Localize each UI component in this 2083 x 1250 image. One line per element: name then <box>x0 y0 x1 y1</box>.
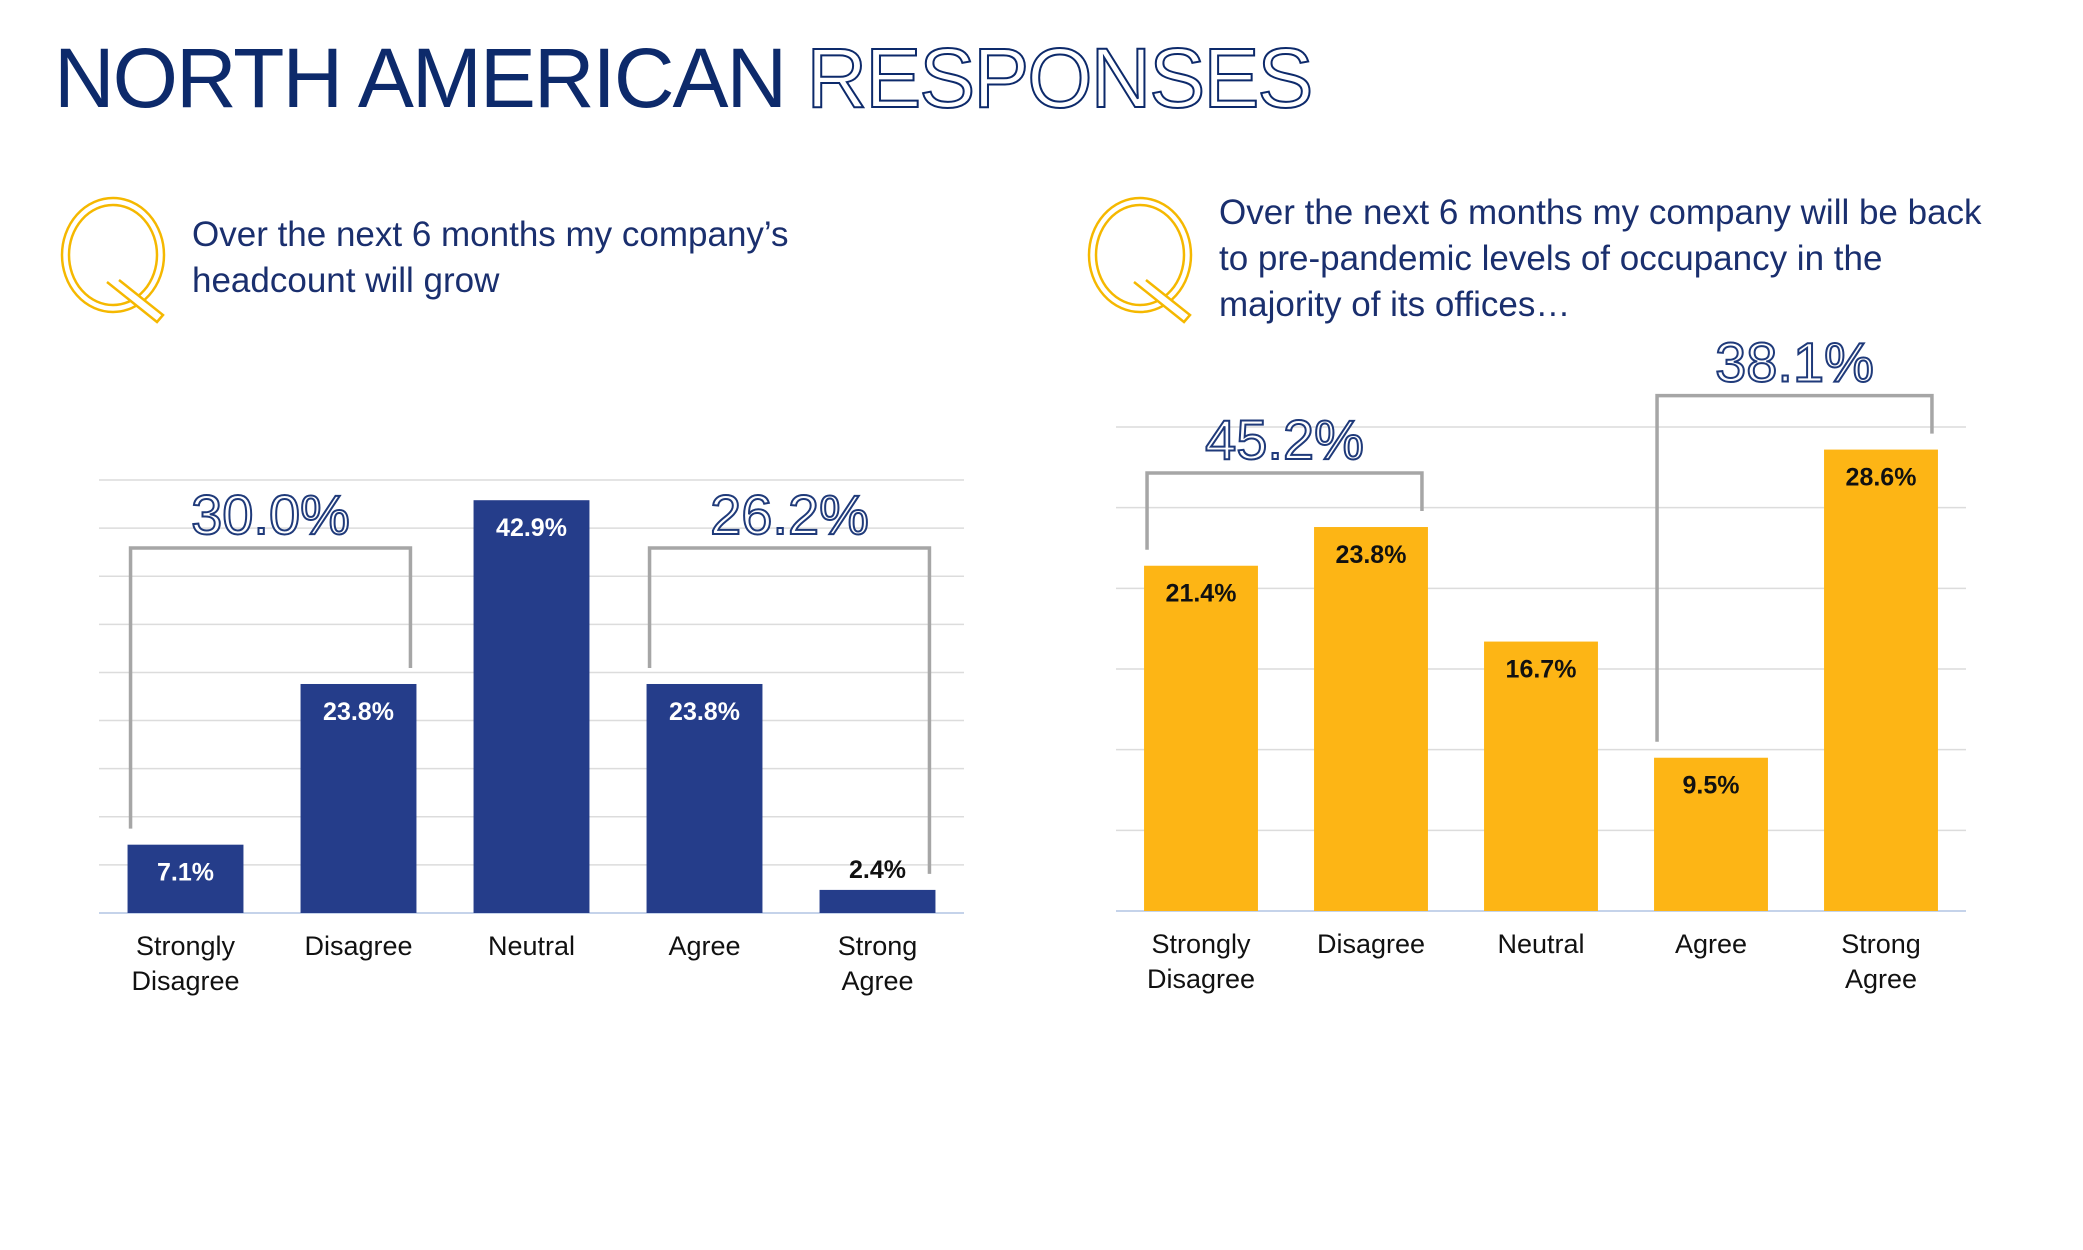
bracket-label: 30.0% <box>191 483 350 546</box>
bracket <box>1145 471 1424 550</box>
x-tick-label: Agree <box>668 931 741 961</box>
value-label: 2.4% <box>849 856 906 884</box>
bar <box>1144 565 1258 911</box>
bracket <box>647 546 932 874</box>
value-label: 9.5% <box>1683 772 1740 800</box>
title-outlined: RESPONSES <box>806 30 1315 126</box>
bar <box>127 844 244 913</box>
x-tick-label: Strong Agree <box>1841 929 1921 994</box>
value-label: 23.8% <box>323 698 394 726</box>
q-icon <box>67 203 159 307</box>
bracket <box>1655 393 1934 742</box>
q-icon <box>1094 203 1186 307</box>
bar <box>1824 449 1938 911</box>
bracket-label: 26.2% <box>710 483 869 546</box>
x-tick-label: Neutral <box>487 931 576 961</box>
bar <box>1484 641 1598 911</box>
value-label: 28.6% <box>1846 464 1917 492</box>
value-label: 23.8% <box>669 698 740 726</box>
x-tick-label: Agree <box>1674 929 1748 959</box>
bracket-label: 45.2% <box>1205 408 1364 471</box>
x-tick-label: Strong Agree <box>837 931 918 996</box>
question: Over the next 6 months my company’s head… <box>192 215 789 300</box>
bar <box>300 683 417 913</box>
bracket <box>128 546 413 829</box>
x-tick-label: Neutral <box>1497 929 1585 959</box>
bar <box>646 683 763 913</box>
value-label: 42.9% <box>496 514 567 542</box>
q-icon <box>1087 196 1193 314</box>
bar <box>473 500 590 913</box>
x-tick-label: Disagree <box>304 931 413 961</box>
q-icon <box>1133 279 1192 324</box>
title-main: NORTH AMERICAN <box>54 31 787 125</box>
q-icon <box>60 196 166 314</box>
value-label: 23.8% <box>1336 541 1407 569</box>
value-label: 21.4% <box>1166 580 1237 608</box>
value-label: 16.7% <box>1506 656 1577 684</box>
bracket-label: 38.1% <box>1715 331 1874 394</box>
x-tick-label: Strongly Disagree <box>1146 929 1256 994</box>
bar <box>1314 527 1428 911</box>
bar <box>819 889 936 913</box>
page-title: NORTH AMERICAN RESPONSES <box>54 30 1315 127</box>
q-icon <box>106 279 165 324</box>
value-label: 7.1% <box>157 859 214 887</box>
question: Over the next 6 months my company will b… <box>1219 193 1982 324</box>
bar <box>1654 757 1768 911</box>
x-tick-label: Disagree <box>1316 929 1426 959</box>
x-tick-label: Strongly Disagree <box>131 931 240 996</box>
